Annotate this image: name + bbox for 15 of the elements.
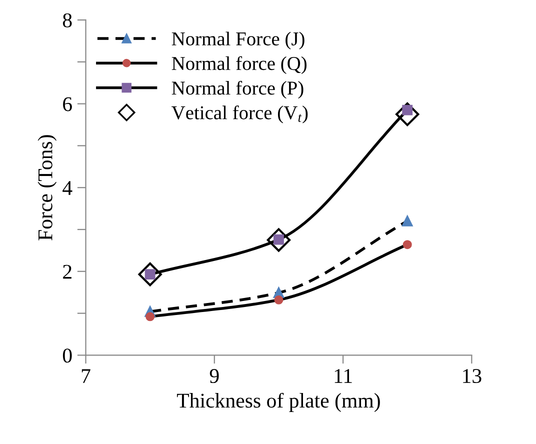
legend-label: Vetical force (V$_{t}$) [172,105,308,124]
legend-label: Normal force (Q) [172,56,307,74]
y-axis-title: Force (Tons) [38,135,57,240]
y-tick-label: 0 [62,348,72,363]
y-tick-label: 2 [63,264,72,279]
x-tick-label: 13 [463,369,482,384]
y-tick-label: 6 [63,97,72,112]
y-tick-label: 8 [62,13,72,28]
legend-label: Normal Force (J) [172,32,304,50]
y-tick-label: 4 [62,181,72,195]
legend-label: Normal force (P) [172,80,304,99]
x-tick-label: 11 [334,369,352,383]
x-tick-label: 9 [210,369,219,384]
x-tick-label: 7 [82,369,90,383]
x-axis-title: Thickness of plate (mm) [176,392,380,412]
